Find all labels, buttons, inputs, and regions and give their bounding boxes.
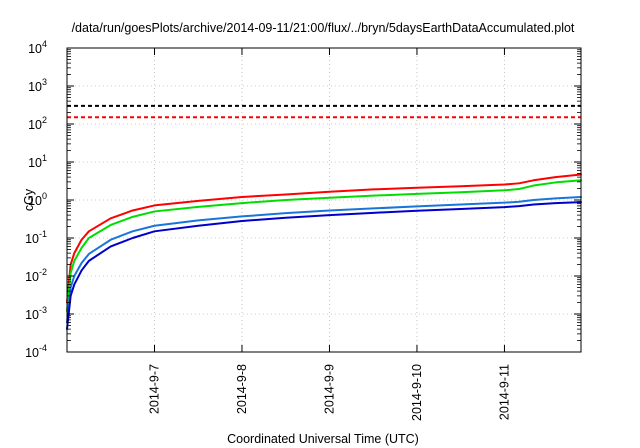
x-tick-label: 2014-9-8: [235, 364, 249, 414]
y-tick-label: 101: [28, 153, 47, 170]
x-tick-label: 2014-9-7: [147, 364, 161, 414]
reference-lines: [67, 104, 581, 119]
y-tick-label: 102: [28, 115, 47, 132]
x-tick-label: 2014-9-11: [497, 364, 511, 420]
x-axis-label: Coordinated Universal Time (UTC): [227, 432, 419, 446]
x-tick-labels: 2014-9-7 2014-9-8 2014-9-9 2014-9-10 2014-9-…: [147, 364, 511, 421]
y-tick-label: 103: [28, 77, 47, 94]
x-tick-label: 2014-9-10: [410, 364, 424, 421]
y-tick-label: 104: [28, 39, 47, 56]
series-line: [66, 201, 582, 331]
y-tick-label: 100: [28, 191, 47, 208]
y-axis-label: cGy: [22, 188, 36, 211]
grid-lines: [67, 48, 581, 352]
series-line: [66, 179, 582, 312]
series-lines: [66, 173, 582, 331]
y-tick-label: 10-1: [25, 229, 47, 246]
x-tick-label: 2014-9-9: [322, 364, 336, 414]
series-line: [66, 173, 582, 304]
y-tick-label: 10-4: [25, 343, 47, 360]
chart-title: /data/run/goesPlots/archive/2014-09-11/2…: [72, 21, 575, 35]
y-tick-label: 10-2: [25, 267, 47, 284]
series-line: [66, 195, 582, 324]
axis-ticks: [67, 47, 581, 353]
y-tick-label: 10-3: [25, 305, 47, 322]
y-tick-labels: 10-4 10-3 10-2 10-1 100 101 102 103 104: [25, 39, 47, 360]
